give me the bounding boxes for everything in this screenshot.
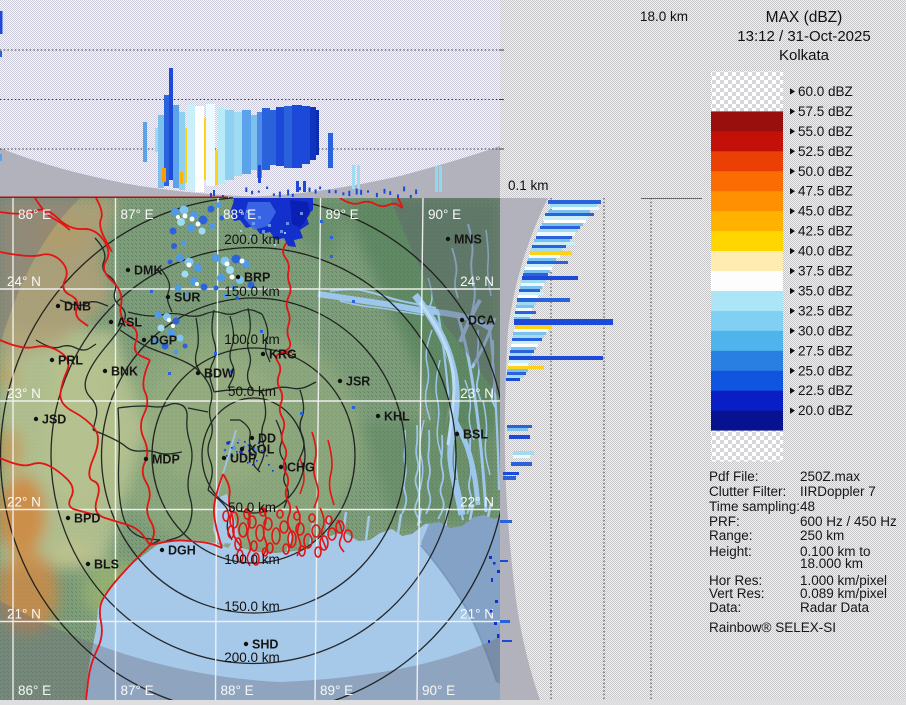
svg-text:200.0 km: 200.0 km [224, 232, 280, 247]
svg-text:0.089 km/pixel: 0.089 km/pixel [800, 586, 887, 601]
svg-text:MAX (dBZ): MAX (dBZ) [766, 9, 843, 26]
svg-text:57.5 dBZ: 57.5 dBZ [798, 104, 853, 119]
svg-text:37.5 dBZ: 37.5 dBZ [798, 264, 853, 279]
svg-text:90° E: 90° E [428, 207, 461, 222]
svg-text:18.0 km: 18.0 km [640, 9, 688, 24]
svg-text:55.0 dBZ: 55.0 dBZ [798, 124, 853, 139]
svg-text:45.0 dBZ: 45.0 dBZ [798, 204, 853, 219]
svg-text:BRP: BRP [244, 271, 270, 285]
svg-text:23° N: 23° N [460, 386, 494, 401]
svg-text:BNK: BNK [111, 365, 138, 379]
svg-text:47.5 dBZ: 47.5 dBZ [798, 184, 853, 199]
svg-text:BDW: BDW [204, 367, 234, 381]
svg-text:23° N: 23° N [7, 386, 41, 401]
svg-text:MDP: MDP [152, 453, 180, 467]
svg-text:Vert Res:: Vert Res: [709, 586, 765, 601]
svg-text:35.0 dBZ: 35.0 dBZ [798, 283, 853, 298]
svg-text:JSD: JSD [42, 413, 66, 427]
svg-text:21° N: 21° N [460, 607, 494, 622]
svg-text:48: 48 [800, 499, 815, 514]
svg-text:600 Hz / 450 Hz: 600 Hz / 450 Hz [800, 514, 897, 529]
svg-text:PRL: PRL [58, 354, 83, 368]
svg-text:DNB: DNB [64, 300, 91, 314]
svg-text:Radar Data: Radar Data [800, 600, 870, 615]
svg-text:32.5 dBZ: 32.5 dBZ [798, 303, 853, 318]
svg-text:13:12 / 31-Oct-2025: 13:12 / 31-Oct-2025 [737, 28, 870, 45]
svg-text:27.5 dBZ: 27.5 dBZ [798, 343, 853, 358]
svg-text:KOL: KOL [248, 443, 275, 457]
svg-text:100.0 km: 100.0 km [224, 332, 280, 347]
svg-text:24° N: 24° N [7, 274, 41, 289]
svg-text:SHD: SHD [252, 638, 278, 652]
svg-text:DCA: DCA [468, 314, 495, 328]
svg-text:BLS: BLS [94, 558, 119, 572]
svg-text:BSL: BSL [463, 428, 488, 442]
svg-text:MNS: MNS [454, 233, 482, 247]
svg-text:52.5 dBZ: 52.5 dBZ [798, 144, 853, 159]
svg-text:90° E: 90° E [422, 683, 455, 698]
svg-text:50.0 km: 50.0 km [228, 384, 276, 399]
svg-text:86° E: 86° E [18, 683, 51, 698]
svg-text:87° E: 87° E [121, 683, 154, 698]
svg-text:22° N: 22° N [460, 495, 494, 510]
svg-text:24° N: 24° N [460, 274, 494, 289]
svg-text:Time sampling:: Time sampling: [709, 499, 800, 514]
svg-text:SUR: SUR [174, 291, 200, 305]
svg-text:18.000 km: 18.000 km [800, 556, 863, 571]
svg-text:IIRDoppler 7: IIRDoppler 7 [800, 484, 876, 499]
svg-text:0.100 km to: 0.100 km to [800, 544, 871, 559]
svg-text:42.5 dBZ: 42.5 dBZ [798, 224, 853, 239]
svg-text:DGH: DGH [168, 544, 196, 558]
svg-text:21° N: 21° N [7, 607, 41, 622]
svg-text:Hor Res:: Hor Res: [709, 573, 762, 588]
svg-text:150.0 km: 150.0 km [224, 599, 280, 614]
svg-text:60.0 dBZ: 60.0 dBZ [798, 84, 853, 99]
svg-text:20.0 dBZ: 20.0 dBZ [798, 403, 853, 418]
svg-text:PRF:: PRF: [709, 514, 740, 529]
svg-text:CHG: CHG [287, 461, 315, 475]
svg-text:89° E: 89° E [326, 207, 359, 222]
svg-text:250Z.max: 250Z.max [800, 469, 860, 484]
svg-text:Height:: Height: [709, 544, 752, 559]
svg-text:250 km: 250 km [800, 528, 844, 543]
svg-text:0.1 km: 0.1 km [508, 178, 549, 193]
svg-text:Range:: Range: [709, 528, 753, 543]
svg-text:200.0 km: 200.0 km [224, 650, 280, 665]
svg-text:Data:: Data: [709, 600, 741, 615]
svg-text:30.0 dBZ: 30.0 dBZ [798, 323, 853, 338]
svg-text:88° E: 88° E [221, 683, 254, 698]
svg-text:50.0 dBZ: 50.0 dBZ [798, 164, 853, 179]
svg-text:Clutter Filter:: Clutter Filter: [709, 484, 786, 499]
svg-text:KRG: KRG [269, 348, 297, 362]
svg-text:86° E: 86° E [18, 207, 51, 222]
svg-text:22° N: 22° N [7, 495, 41, 510]
svg-text:UDP: UDP [230, 452, 256, 466]
svg-text:Kolkata: Kolkata [779, 47, 830, 64]
svg-text:1.000 km/pixel: 1.000 km/pixel [800, 573, 887, 588]
svg-text:40.0 dBZ: 40.0 dBZ [798, 244, 853, 259]
svg-text:50.0 km: 50.0 km [228, 500, 276, 515]
svg-text:DMK: DMK [134, 264, 162, 278]
svg-text:22.5 dBZ: 22.5 dBZ [798, 383, 853, 398]
svg-text:87° E: 87° E [121, 207, 154, 222]
svg-text:BPD: BPD [74, 512, 100, 526]
svg-text:150.0 km: 150.0 km [224, 284, 280, 299]
svg-text:25.0 dBZ: 25.0 dBZ [798, 363, 853, 378]
svg-text:Rainbow® SELEX-SI: Rainbow® SELEX-SI [709, 620, 836, 635]
svg-text:Pdf File:: Pdf File: [709, 469, 759, 484]
svg-text:89° E: 89° E [320, 683, 353, 698]
svg-text:ASL: ASL [117, 316, 142, 330]
svg-text:KHL: KHL [384, 410, 410, 424]
svg-text:DD: DD [258, 432, 276, 446]
svg-text:JSR: JSR [346, 375, 370, 389]
svg-text:100.0 km: 100.0 km [224, 552, 280, 567]
svg-text:DGP: DGP [150, 334, 177, 348]
svg-text:88° E: 88° E [223, 207, 256, 222]
